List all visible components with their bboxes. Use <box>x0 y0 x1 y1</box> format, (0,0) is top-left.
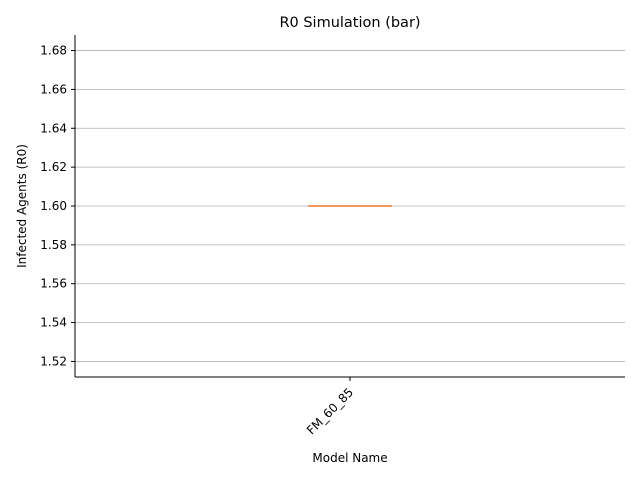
y-tick-label: 1.54 <box>40 316 67 330</box>
y-tick-label: 1.58 <box>40 238 67 252</box>
y-tick-label: 1.60 <box>40 199 67 213</box>
x-tick-label: FM_60_85 <box>304 385 356 437</box>
x-axis-label: Model Name <box>312 451 387 465</box>
y-axis-ticks: 1.52 1.54 1.56 1.58 1.60 1.62 1.64 1.66 1.68 <box>40 44 75 368</box>
y-tick-label: 1.68 <box>40 44 67 58</box>
y-tick-label: 1.56 <box>40 277 67 291</box>
y-tick-label: 1.62 <box>40 160 67 174</box>
y-axis-label: Infected Agents (R0) <box>15 144 29 268</box>
y-tick-label: 1.64 <box>40 121 67 135</box>
chart-title: R0 Simulation (bar) <box>279 15 420 31</box>
y-tick-label: 1.52 <box>40 354 67 368</box>
x-axis-ticks: FM_60_85 <box>304 377 356 437</box>
y-tick-label: 1.66 <box>40 82 67 96</box>
